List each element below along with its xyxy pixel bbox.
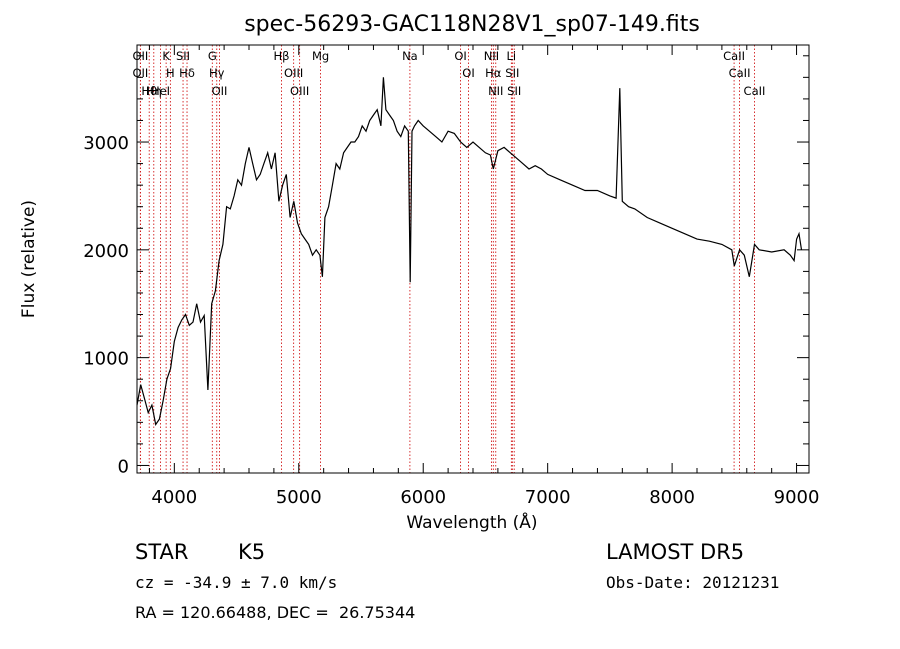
plot-frame bbox=[136, 44, 810, 474]
line-marker-label: Hη bbox=[146, 84, 162, 98]
observation-date: Obs-Date: 20121231 bbox=[606, 573, 780, 592]
line-marker-label: CaII bbox=[744, 84, 766, 98]
redshift-velocity: cz = -34.9 ± 7.0 km/s bbox=[135, 573, 338, 592]
x-tick-label: 5000 bbox=[276, 487, 322, 508]
line-marker-label: OII bbox=[132, 66, 148, 80]
x-tick-label: 9000 bbox=[774, 487, 820, 508]
line-marker-label: OI bbox=[454, 49, 466, 63]
line-marker-label: OII bbox=[212, 84, 228, 98]
emission-line-markers bbox=[139, 45, 755, 473]
line-marker-label: OI bbox=[462, 66, 474, 80]
line-marker-label: OIII bbox=[290, 84, 309, 98]
y-tick-label: 1000 bbox=[83, 349, 129, 370]
y-tick-label: 3000 bbox=[83, 133, 129, 154]
x-tick-label: 6000 bbox=[400, 487, 446, 508]
line-marker-label: NII bbox=[484, 49, 499, 63]
line-marker-label: SII bbox=[505, 66, 519, 80]
coordinates: RA = 120.66488, DEC = 26.75344 bbox=[135, 603, 416, 622]
spectrum-line bbox=[136, 77, 803, 427]
subclass: K5 bbox=[238, 540, 266, 564]
line-marker-label: Mg bbox=[312, 49, 329, 63]
survey-name: LAMOST DR5 bbox=[606, 540, 745, 564]
x-axis-label: Wavelength (Å) bbox=[406, 511, 537, 533]
x-tick-label: 4000 bbox=[151, 487, 197, 508]
line-marker-label: Hθ bbox=[141, 84, 157, 98]
line-marker-label: G bbox=[208, 49, 217, 63]
line-marker-label: K bbox=[162, 49, 170, 63]
line-marker-label: SII bbox=[176, 49, 190, 63]
y-tick-label: 0 bbox=[118, 456, 129, 477]
x-tick-label: 8000 bbox=[649, 487, 695, 508]
object-class: STAR bbox=[135, 540, 189, 564]
line-marker-label: CaII bbox=[729, 66, 751, 80]
line-marker-label: SII bbox=[507, 84, 521, 98]
line-marker-label: Hβ bbox=[273, 49, 289, 63]
y-axis-ticks: 0 1000 2000 3000 bbox=[83, 55, 809, 477]
y-tick-label: 2000 bbox=[83, 241, 129, 262]
line-marker-label: H bbox=[166, 66, 175, 80]
line-marker-label: Na bbox=[402, 49, 418, 63]
chart-title: spec-56293-GAC118N28V1_sp07-149.fits bbox=[244, 12, 700, 37]
y-axis-label: Flux (relative) bbox=[19, 200, 39, 318]
line-marker-label: Hδ bbox=[179, 66, 195, 80]
line-marker-label: HeI bbox=[151, 84, 170, 98]
line-marker-label: CaII bbox=[723, 49, 745, 63]
line-marker-label: OIII bbox=[284, 66, 303, 80]
x-axis-ticks: 4000 5000 6000 7000 8000 9000 bbox=[148, 45, 820, 508]
line-marker-label: Hγ bbox=[209, 66, 225, 80]
line-marker-label: Li bbox=[507, 49, 517, 63]
line-marker-label: Hα bbox=[485, 66, 502, 80]
x-tick-label: 7000 bbox=[525, 487, 571, 508]
line-marker-label: NII bbox=[488, 84, 503, 98]
